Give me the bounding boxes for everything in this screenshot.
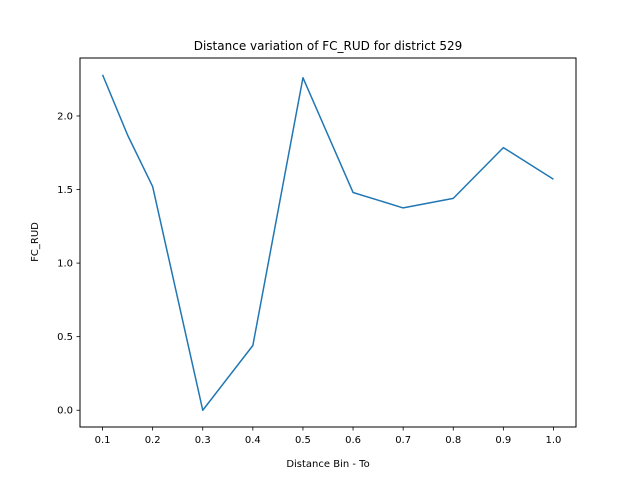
y-tick-label: 0.0 xyxy=(57,406,73,417)
x-tick-label: 0.4 xyxy=(245,435,261,446)
plot-frame xyxy=(79,57,577,428)
plot-layer xyxy=(101,74,554,411)
chart-title: Distance variation of FC_RUD for distric… xyxy=(194,39,463,53)
x-axis-title: Distance Bin - To xyxy=(286,459,369,470)
x-tick-label: 0.8 xyxy=(445,435,461,446)
x-tick-label: 0.6 xyxy=(345,435,361,446)
x-tick-label: 1.0 xyxy=(546,435,562,446)
series-line xyxy=(101,74,554,411)
y-axis-title: FC_RUD xyxy=(30,222,41,262)
y-tick-label: 2.0 xyxy=(57,111,73,122)
x-tick-label: 0.1 xyxy=(95,435,111,446)
x-tick-label: 0.5 xyxy=(295,435,311,446)
x-tick-label: 0.9 xyxy=(495,435,511,446)
x-tick-label: 0.7 xyxy=(395,435,411,446)
y-tick-label: 1.5 xyxy=(57,185,73,196)
y-axis-ticks: 0.0 0.5 1.0 1.5 2.0 xyxy=(57,111,80,417)
x-tick-label: 0.3 xyxy=(195,435,211,446)
y-tick-label: 0.5 xyxy=(57,332,73,343)
x-axis-ticks: 0.1 0.2 0.3 0.4 0.5 0.6 0.7 0.8 0.9 1.0 xyxy=(95,427,562,446)
y-tick-label: 1.0 xyxy=(57,259,73,270)
x-tick-label: 0.2 xyxy=(145,435,161,446)
plot-area xyxy=(80,58,576,427)
